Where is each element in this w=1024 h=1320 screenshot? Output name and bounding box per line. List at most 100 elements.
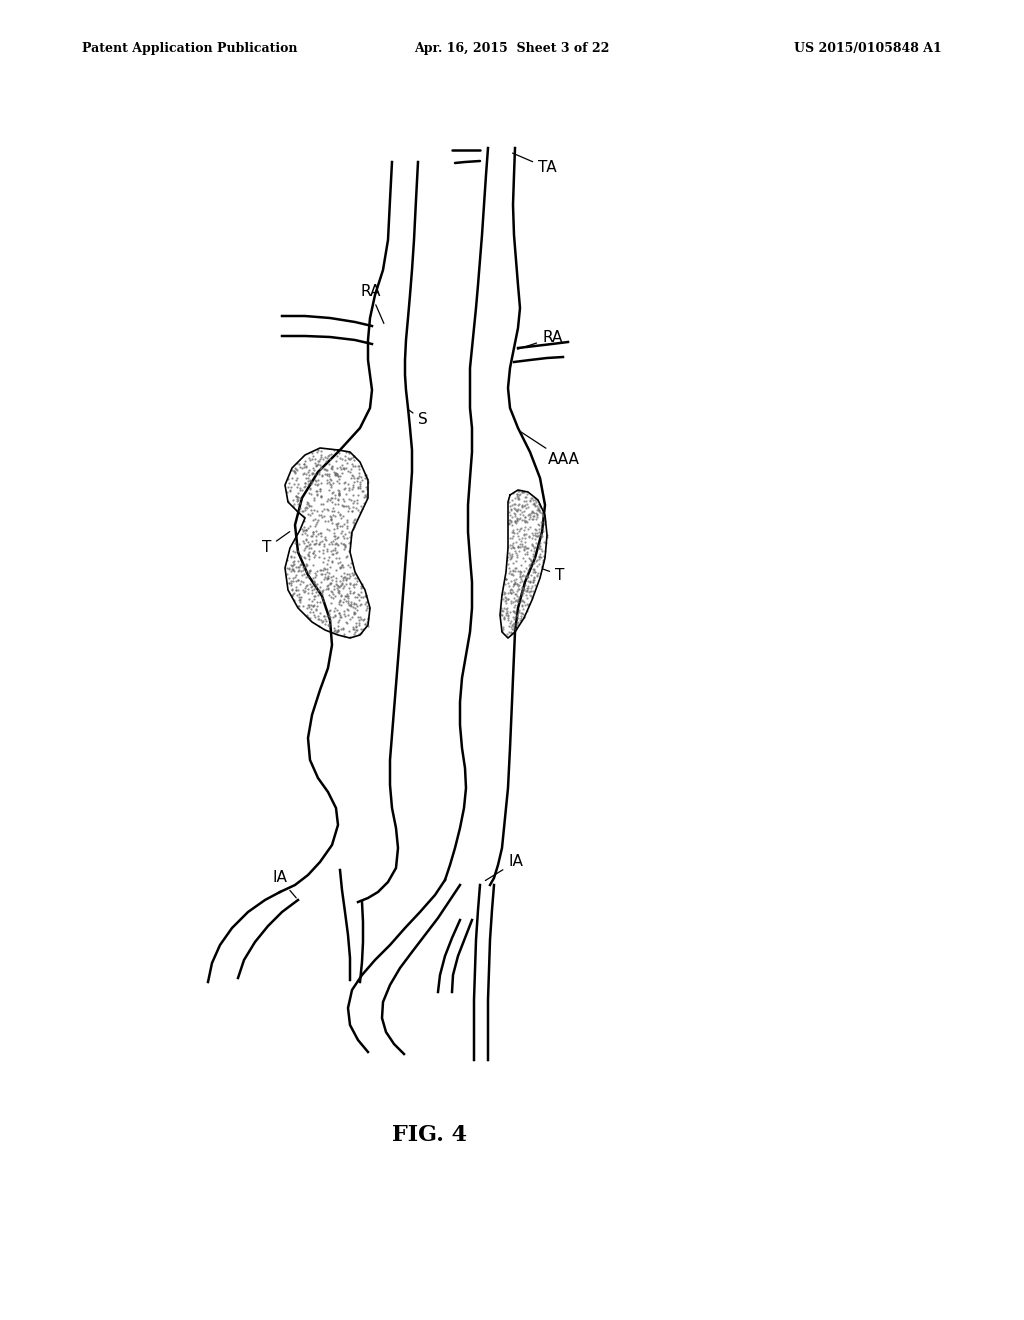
Point bbox=[324, 491, 340, 512]
Point bbox=[341, 568, 357, 589]
Point bbox=[285, 495, 301, 516]
Point bbox=[318, 529, 335, 550]
Point bbox=[516, 578, 532, 599]
Point bbox=[345, 511, 361, 532]
Point bbox=[344, 500, 360, 521]
Point bbox=[297, 579, 313, 601]
Point bbox=[330, 552, 346, 573]
Point bbox=[294, 457, 310, 478]
Point bbox=[520, 506, 537, 527]
Point bbox=[285, 490, 301, 511]
Point bbox=[537, 540, 553, 561]
Point bbox=[509, 487, 525, 508]
Point bbox=[342, 553, 358, 574]
Point bbox=[296, 546, 312, 568]
Point bbox=[523, 502, 540, 523]
Point bbox=[330, 578, 346, 599]
Point bbox=[312, 446, 329, 467]
Point bbox=[516, 565, 532, 586]
Point bbox=[359, 598, 376, 619]
Point bbox=[340, 590, 356, 611]
Point bbox=[508, 521, 524, 543]
Point bbox=[348, 619, 365, 640]
Point bbox=[511, 521, 527, 543]
Point bbox=[307, 586, 324, 607]
Point bbox=[308, 480, 325, 502]
Point bbox=[340, 473, 356, 494]
Point bbox=[346, 446, 362, 467]
Point bbox=[332, 557, 348, 578]
Point bbox=[350, 477, 367, 498]
Point bbox=[316, 533, 333, 554]
Point bbox=[316, 557, 333, 578]
Point bbox=[298, 529, 314, 550]
Point bbox=[290, 561, 306, 582]
Point bbox=[313, 473, 330, 494]
Point bbox=[343, 606, 359, 627]
Point bbox=[345, 477, 361, 498]
Point bbox=[312, 525, 329, 546]
Point bbox=[323, 532, 339, 553]
Point bbox=[510, 589, 526, 610]
Point bbox=[336, 562, 352, 583]
Point bbox=[523, 487, 540, 508]
Point bbox=[343, 467, 359, 488]
Point bbox=[515, 599, 531, 620]
Point bbox=[539, 524, 555, 545]
Point bbox=[504, 521, 520, 543]
Point bbox=[357, 585, 374, 606]
Point bbox=[300, 582, 316, 603]
Point bbox=[346, 564, 362, 585]
Point bbox=[340, 587, 356, 609]
Point bbox=[307, 474, 324, 495]
Point bbox=[298, 561, 314, 582]
Point bbox=[530, 549, 547, 570]
Point bbox=[296, 517, 312, 539]
Point bbox=[508, 545, 524, 566]
Point bbox=[303, 594, 319, 615]
Point bbox=[535, 520, 551, 541]
Point bbox=[290, 595, 306, 616]
Point bbox=[507, 557, 523, 578]
Point bbox=[510, 536, 526, 557]
Point bbox=[313, 484, 330, 506]
Point bbox=[298, 556, 314, 577]
Point bbox=[323, 557, 339, 578]
Point bbox=[299, 544, 315, 565]
Point bbox=[299, 535, 315, 556]
Point bbox=[286, 546, 302, 568]
Point bbox=[286, 494, 302, 515]
Point bbox=[336, 539, 352, 560]
Point bbox=[512, 564, 528, 585]
Point bbox=[310, 585, 327, 606]
Point bbox=[509, 511, 525, 532]
Point bbox=[332, 552, 348, 573]
Point bbox=[509, 591, 525, 612]
Point bbox=[325, 473, 341, 494]
Point bbox=[279, 557, 295, 578]
Point bbox=[498, 602, 514, 623]
Point bbox=[502, 504, 518, 525]
Point bbox=[517, 535, 534, 556]
Point bbox=[297, 523, 313, 544]
Point bbox=[328, 570, 344, 591]
Point bbox=[524, 545, 541, 566]
Point bbox=[358, 483, 375, 504]
Point bbox=[520, 554, 537, 576]
Point bbox=[508, 569, 524, 590]
Point bbox=[292, 498, 308, 519]
Point bbox=[306, 508, 323, 529]
Point bbox=[354, 470, 371, 491]
Point bbox=[329, 513, 345, 535]
Point bbox=[345, 597, 361, 618]
Point bbox=[321, 568, 337, 589]
Point bbox=[334, 455, 350, 477]
Point bbox=[531, 494, 548, 515]
Point bbox=[519, 566, 536, 587]
Point bbox=[355, 619, 372, 640]
Point bbox=[524, 572, 541, 593]
Point bbox=[532, 539, 549, 560]
Point bbox=[298, 576, 314, 597]
Point bbox=[504, 515, 520, 536]
Point bbox=[504, 527, 520, 548]
